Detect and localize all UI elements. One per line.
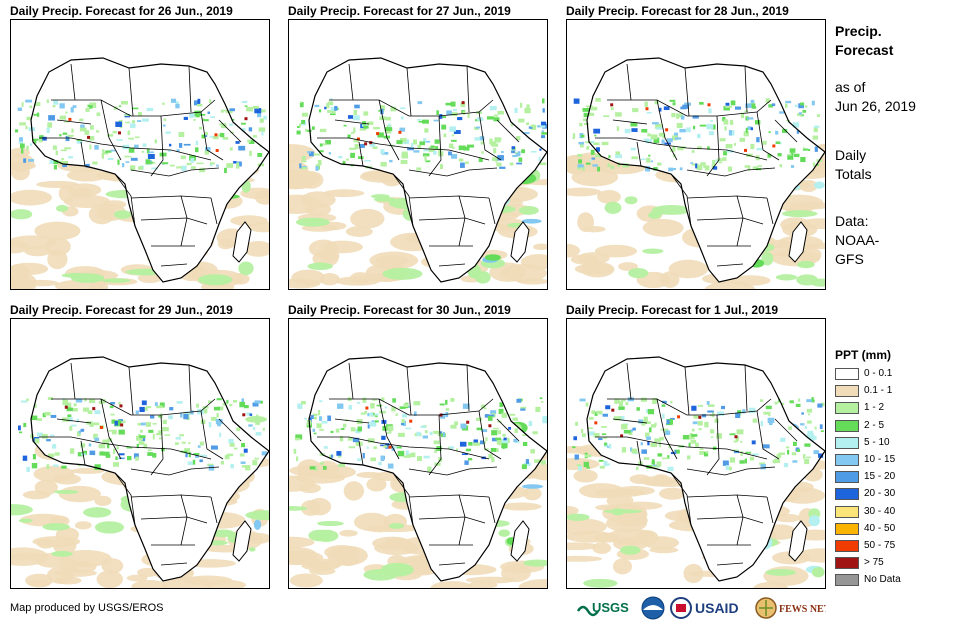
panel-title: Daily Precip. Forecast for 30 Jun., 2019 bbox=[288, 303, 511, 317]
map-panel-5: Daily Precip. Forecast for 30 Jun., 2019 bbox=[288, 302, 548, 592]
legend-item: 0.1 - 1 bbox=[835, 383, 955, 400]
legend-label: 1 - 2 bbox=[864, 402, 885, 414]
legend-swatch bbox=[835, 385, 859, 398]
legend-label: 2 - 5 bbox=[864, 419, 885, 431]
legend-item: 40 - 50 bbox=[835, 521, 955, 538]
legend-swatch bbox=[835, 368, 859, 380]
usaid-logo: USAID bbox=[670, 597, 739, 619]
legend-swatch bbox=[835, 574, 859, 587]
data-source-line1: Data: bbox=[835, 213, 869, 229]
legend-item: > 75 bbox=[835, 555, 955, 572]
legend-swatch bbox=[835, 419, 859, 432]
map-panel-3: Daily Precip. Forecast for 28 Jun., 2019 bbox=[566, 3, 826, 293]
map-panel-2: Daily Precip. Forecast for 27 Jun., 2019 bbox=[288, 3, 548, 293]
legend-label: 15 - 20 bbox=[864, 471, 896, 483]
noaa-logo bbox=[641, 596, 665, 620]
asof-label: as of bbox=[835, 79, 866, 95]
legend-label: 50 - 75 bbox=[864, 539, 896, 551]
asof-date: Jun 26, 2019 bbox=[835, 98, 916, 114]
legend-label: No Data bbox=[864, 574, 901, 586]
precip-map bbox=[288, 19, 548, 290]
legend-item: No Data bbox=[835, 572, 955, 589]
legend-item: 30 - 40 bbox=[835, 504, 955, 521]
map-panel-4: Daily Precip. Forecast for 29 Jun., 2019 bbox=[10, 302, 270, 592]
legend-swatch bbox=[835, 471, 859, 484]
usgs-text: USGS bbox=[592, 600, 629, 615]
product-title-line1: Precip. bbox=[835, 23, 882, 39]
legend-item: 5 - 10 bbox=[835, 435, 955, 452]
legend-swatch bbox=[835, 505, 859, 518]
legend-label: 0.1 - 1 bbox=[864, 385, 893, 397]
panel-title: Daily Precip. Forecast for 28 Jun., 2019 bbox=[566, 4, 789, 18]
map-panel-1: Daily Precip. Forecast for 26 Jun., 2019 bbox=[10, 3, 270, 293]
precip-map bbox=[10, 19, 270, 290]
legend-swatch bbox=[835, 402, 859, 415]
totals-line2: Totals bbox=[835, 166, 872, 182]
legend-label: > 75 bbox=[864, 557, 884, 569]
fews-net-text: FEWS NET bbox=[779, 604, 826, 615]
map-credit: Map produced by USGS/EROS bbox=[10, 602, 164, 614]
panel-title: Daily Precip. Forecast for 27 Jun., 2019 bbox=[288, 4, 511, 18]
product-info: Precip. Forecast as of Jun 26, 2019 Dail… bbox=[835, 22, 945, 269]
legend-swatch bbox=[835, 453, 859, 466]
legend-label: 5 - 10 bbox=[864, 436, 890, 448]
precip-map bbox=[10, 318, 270, 589]
legend-label: 30 - 40 bbox=[864, 505, 896, 517]
legend-item: 20 - 30 bbox=[835, 486, 955, 503]
legend-item: 10 - 15 bbox=[835, 452, 955, 469]
legend-item: 2 - 5 bbox=[835, 418, 955, 435]
legend-item: 50 - 75 bbox=[835, 538, 955, 555]
legend-item: 15 - 20 bbox=[835, 469, 955, 486]
data-source-line2: NOAA- bbox=[835, 232, 880, 248]
panel-title: Daily Precip. Forecast for 1 Jul., 2019 bbox=[566, 303, 779, 317]
product-title-line2: Forecast bbox=[835, 42, 894, 58]
precip-map bbox=[566, 318, 826, 589]
partner-logos: USGS USAID FEWS NET bbox=[576, 595, 826, 621]
totals-line1: Daily bbox=[835, 147, 867, 163]
legend: PPT (mm) 0 - 0.1 0.1 - 1 1 - 2 2 - 5 5 - 10 1… bbox=[835, 348, 955, 589]
legend-title: PPT (mm) bbox=[835, 348, 892, 362]
fews-net-logo: FEWS NET bbox=[755, 597, 826, 619]
legend-label: 40 - 50 bbox=[864, 522, 896, 534]
map-panel-6: Daily Precip. Forecast for 1 Jul., 2019 bbox=[566, 302, 826, 592]
legend-label: 20 - 30 bbox=[864, 488, 896, 500]
precip-map bbox=[288, 318, 548, 589]
usgs-logo: USGS bbox=[576, 600, 629, 617]
legend-label: 10 - 15 bbox=[864, 453, 896, 465]
legend-item: 0 - 0.1 bbox=[835, 366, 955, 383]
legend-swatch bbox=[835, 488, 859, 501]
panel-title: Daily Precip. Forecast for 26 Jun., 2019 bbox=[10, 4, 233, 18]
legend-label: 0 - 0.1 bbox=[864, 368, 893, 379]
usaid-text: USAID bbox=[695, 600, 739, 616]
legend-swatch bbox=[835, 557, 859, 570]
precip-map bbox=[566, 19, 826, 290]
legend-swatch bbox=[835, 522, 859, 535]
data-source-line3: GFS bbox=[835, 251, 864, 267]
legend-item: 1 - 2 bbox=[835, 400, 955, 417]
legend-swatch bbox=[835, 436, 859, 449]
panel-title: Daily Precip. Forecast for 29 Jun., 2019 bbox=[10, 303, 233, 317]
legend-swatch bbox=[835, 539, 859, 552]
